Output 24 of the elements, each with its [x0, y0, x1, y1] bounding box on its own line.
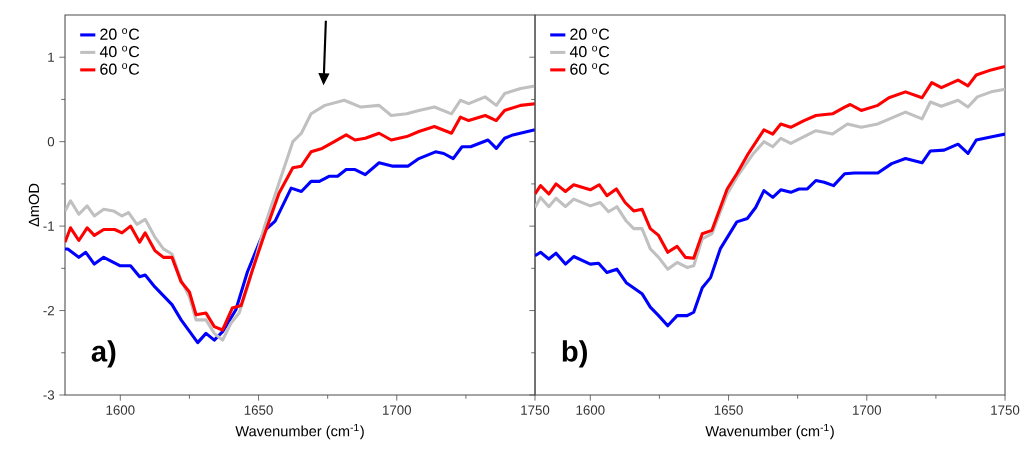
x-tick-label: 1700 — [853, 405, 882, 415]
x-tick-label: 1750 — [521, 405, 550, 415]
annotation: a) — [91, 340, 116, 368]
legend-label: 40 $^{o}$C — [99, 45, 140, 58]
legend-label: 60 $^{o}$C — [570, 63, 610, 75]
y-tick-label: -1 — [43, 221, 55, 231]
x-tick-label: 1700 — [383, 405, 412, 415]
x-axis-title: Wavenumber (cm$^{-1}$) — [235, 423, 364, 440]
legend-label: 60 $^{o}$C — [100, 63, 140, 75]
y-tick-label: 1 — [48, 52, 55, 62]
x-tick-label: 1600 — [576, 405, 605, 415]
y-tick-label: -3 — [43, 390, 55, 400]
annotation: b) — [562, 340, 587, 368]
legend-label: 20 $^{o}$C — [570, 28, 610, 40]
x-tick-label: 1600 — [106, 405, 135, 415]
y-axis-title: ΔmOD — [28, 183, 40, 227]
legend-label: 20 $^{o}$C — [100, 28, 140, 40]
legend-label: 40 $^{o}$C — [569, 45, 610, 58]
x-tick-label: 1650 — [714, 405, 743, 415]
x-axis-title: Wavenumber (cm$^{-1}$) — [705, 423, 834, 440]
x-tick-label: 1650 — [244, 405, 273, 415]
x-tick-label: 1750 — [991, 405, 1020, 415]
y-tick-label: 0 — [47, 136, 55, 147]
y-tick-label: -2 — [43, 305, 54, 316]
